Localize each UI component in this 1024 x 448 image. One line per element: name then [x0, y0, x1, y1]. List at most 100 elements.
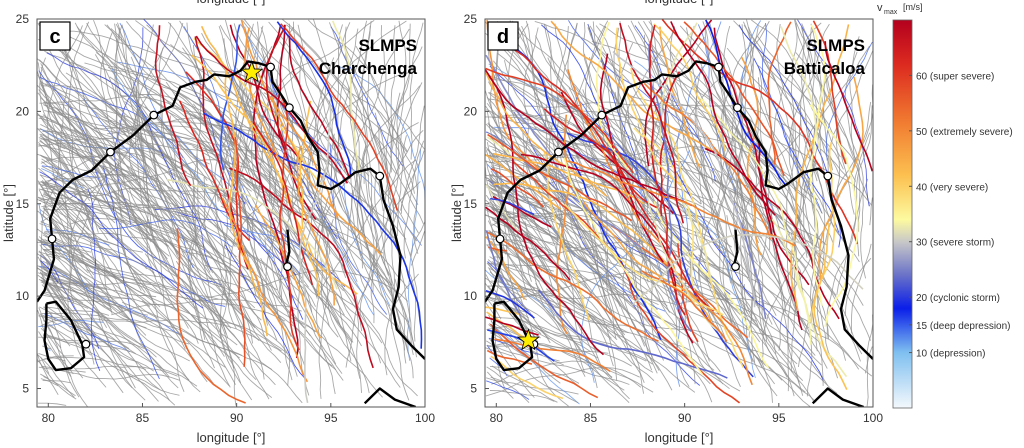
y-axis-label: latitude [°] [1, 184, 16, 242]
cyclone-track [753, 58, 840, 233]
cyclone-track [400, 105, 425, 214]
tracks [485, 19, 873, 407]
y-tick-label: 20 [16, 104, 30, 118]
cyclone-track [374, 134, 424, 225]
cyclone-track [809, 24, 826, 307]
cyclone-track [763, 58, 870, 207]
cyclone-track [99, 219, 233, 248]
cyclone-track [223, 46, 273, 400]
cyclone-track [42, 130, 132, 158]
cyclone-track [313, 19, 408, 153]
cyclone-track [106, 24, 252, 192]
cyclone-track [653, 201, 770, 369]
panel-label-box [39, 21, 71, 51]
cyclone-track [836, 178, 869, 295]
cyclone-track [111, 68, 274, 259]
cyclone-track [490, 157, 529, 162]
cyclone-track [533, 206, 711, 385]
map-panel-d: 80 85 90 95 100 5 10 15 20 25 longitude [°] longitu… [449, 0, 883, 445]
cyclone-track [240, 19, 339, 219]
cyclone-track [618, 21, 708, 283]
cyclone-track [37, 239, 151, 307]
station-marker [283, 262, 292, 271]
colorbar-label-sub: max [884, 9, 898, 16]
cyclone-track [157, 281, 240, 359]
cyclone-track [193, 37, 322, 186]
cyclone-track [485, 347, 513, 357]
x-tick-label: 95 [772, 411, 786, 425]
cyclone-track [43, 104, 169, 247]
cyclone-track [44, 232, 119, 247]
station-marker [149, 110, 159, 120]
cyclone-track [384, 273, 419, 376]
cyclone-track [388, 130, 424, 196]
cyclone-track [355, 165, 374, 294]
cyclone-track [40, 180, 201, 393]
cyclone-track [38, 113, 85, 160]
cyclone-track [328, 22, 397, 175]
cyclone-track [485, 301, 537, 356]
cyclone-track [273, 230, 418, 397]
cyclone-track [366, 64, 384, 212]
cyclone-track [329, 144, 388, 315]
cyclone-track [50, 213, 165, 371]
cyclone-track [37, 22, 282, 224]
cyclone-track [757, 77, 797, 192]
cyclone-track [489, 191, 517, 203]
cyclone-track [488, 153, 733, 248]
cyclone-track [39, 140, 72, 162]
tracks [37, 19, 425, 407]
cyclone-track [612, 50, 756, 308]
cyclone-track [410, 230, 425, 266]
cyclone-track [661, 19, 858, 245]
cyclone-track [486, 131, 612, 195]
cyclone-track [203, 112, 423, 349]
cyclone-track [801, 23, 822, 333]
cyclone-track [485, 54, 642, 249]
cyclone-track [46, 25, 85, 290]
cyclone-track [641, 270, 728, 342]
cyclone-track [265, 99, 331, 386]
cyclone-track [490, 197, 535, 216]
station-marker [266, 62, 275, 72]
cyclone-track [677, 297, 860, 370]
cyclone-track [704, 147, 840, 320]
cyclone-track [494, 338, 611, 373]
cyclone-track [724, 158, 781, 285]
cyclone-track [490, 167, 545, 208]
cyclone-track [43, 320, 71, 347]
cyclone-track [298, 279, 401, 388]
sri-lanka-coastline [43, 300, 86, 372]
cyclone-track [58, 26, 167, 268]
map-panel-c: 80 85 90 95 100 5 10 15 20 25 longitude [°] longitu… [1, 0, 435, 445]
cyclone-track [43, 316, 176, 406]
cyclone-track [37, 71, 94, 228]
cyclone-track [489, 230, 618, 341]
cyclone-track [38, 402, 67, 406]
cyclone-track [869, 197, 873, 226]
cyclone-track [166, 178, 338, 290]
cyclone-track [736, 135, 800, 384]
cyclone-track [119, 208, 236, 385]
cyclone-track [795, 52, 855, 215]
cyclone-track [37, 23, 250, 149]
cyclone-track [494, 164, 504, 169]
cyclone-track [42, 137, 231, 388]
cyclone-track [844, 257, 872, 316]
cyclone-track [37, 309, 74, 375]
cyclone-track [297, 24, 367, 291]
cyclone-track [40, 373, 49, 379]
cyclone-track [619, 22, 685, 224]
cyclone-track [813, 223, 848, 390]
cyclone-track [488, 324, 579, 404]
cyclone-track [740, 131, 802, 362]
cyclone-track [344, 76, 410, 323]
cyclone-track [700, 97, 812, 345]
cyclone-track [213, 186, 316, 307]
cyclone-track [563, 157, 704, 376]
cyclone-track [361, 20, 417, 342]
cyclone-track [486, 102, 688, 295]
cyclone-track [771, 316, 838, 394]
cyclone-track [761, 252, 806, 362]
cyclone-track [37, 359, 77, 400]
